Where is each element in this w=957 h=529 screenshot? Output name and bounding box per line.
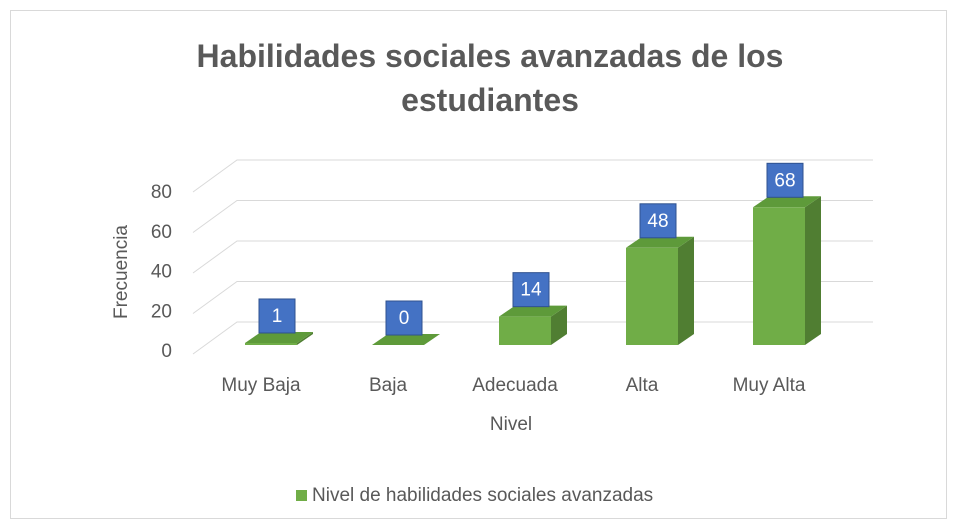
bar-front xyxy=(245,342,297,345)
x-tick-label: Muy Alta xyxy=(733,375,806,396)
bar-top xyxy=(499,305,567,317)
x-tick-label: Muy Baja xyxy=(221,375,301,396)
data-label-box xyxy=(639,203,677,239)
legend-label: Nivel de habilidades sociales avanzadas xyxy=(312,485,653,506)
data-label-box xyxy=(766,162,804,198)
x-tick-label: Alta xyxy=(626,375,659,396)
bar-top xyxy=(626,236,694,248)
x-tick-label: Adecuada xyxy=(472,375,558,396)
x-tick-label: Baja xyxy=(369,375,407,396)
data-label: 14 xyxy=(520,280,542,301)
bar-top xyxy=(753,196,821,208)
bar xyxy=(626,236,694,345)
bar-side xyxy=(805,196,821,345)
data-label: 1 xyxy=(272,306,283,327)
bar-top xyxy=(245,331,313,343)
bar-side xyxy=(297,331,313,345)
data-label-box xyxy=(385,300,423,336)
bar xyxy=(753,196,821,345)
x-axis-label: Nivel xyxy=(490,414,532,435)
y-axis-label: Frecuencia xyxy=(111,225,132,319)
bar xyxy=(372,334,440,345)
y-tick-label: 20 xyxy=(151,301,172,322)
bar-front xyxy=(499,316,551,345)
y-tick-label: 0 xyxy=(161,341,172,362)
bar xyxy=(245,331,313,345)
bar-side xyxy=(551,305,567,345)
data-label-box xyxy=(512,272,550,308)
bar xyxy=(499,305,567,345)
bar-top xyxy=(372,334,440,345)
data-label-box xyxy=(258,298,296,334)
bar-front xyxy=(626,247,678,345)
grid-line xyxy=(192,159,873,193)
bar-side xyxy=(678,236,694,345)
data-label: 48 xyxy=(647,211,668,232)
y-tick-label: 80 xyxy=(151,182,172,203)
legend-swatch xyxy=(296,490,307,501)
y-tick-label: 40 xyxy=(151,262,172,283)
y-tick-label: 60 xyxy=(151,222,172,243)
data-label: 0 xyxy=(399,308,410,329)
grid-line xyxy=(192,200,873,233)
chart-title: Habilidades sociales avanzadas de los es… xyxy=(196,38,784,118)
data-label: 68 xyxy=(774,170,795,191)
bar-front xyxy=(753,207,805,345)
